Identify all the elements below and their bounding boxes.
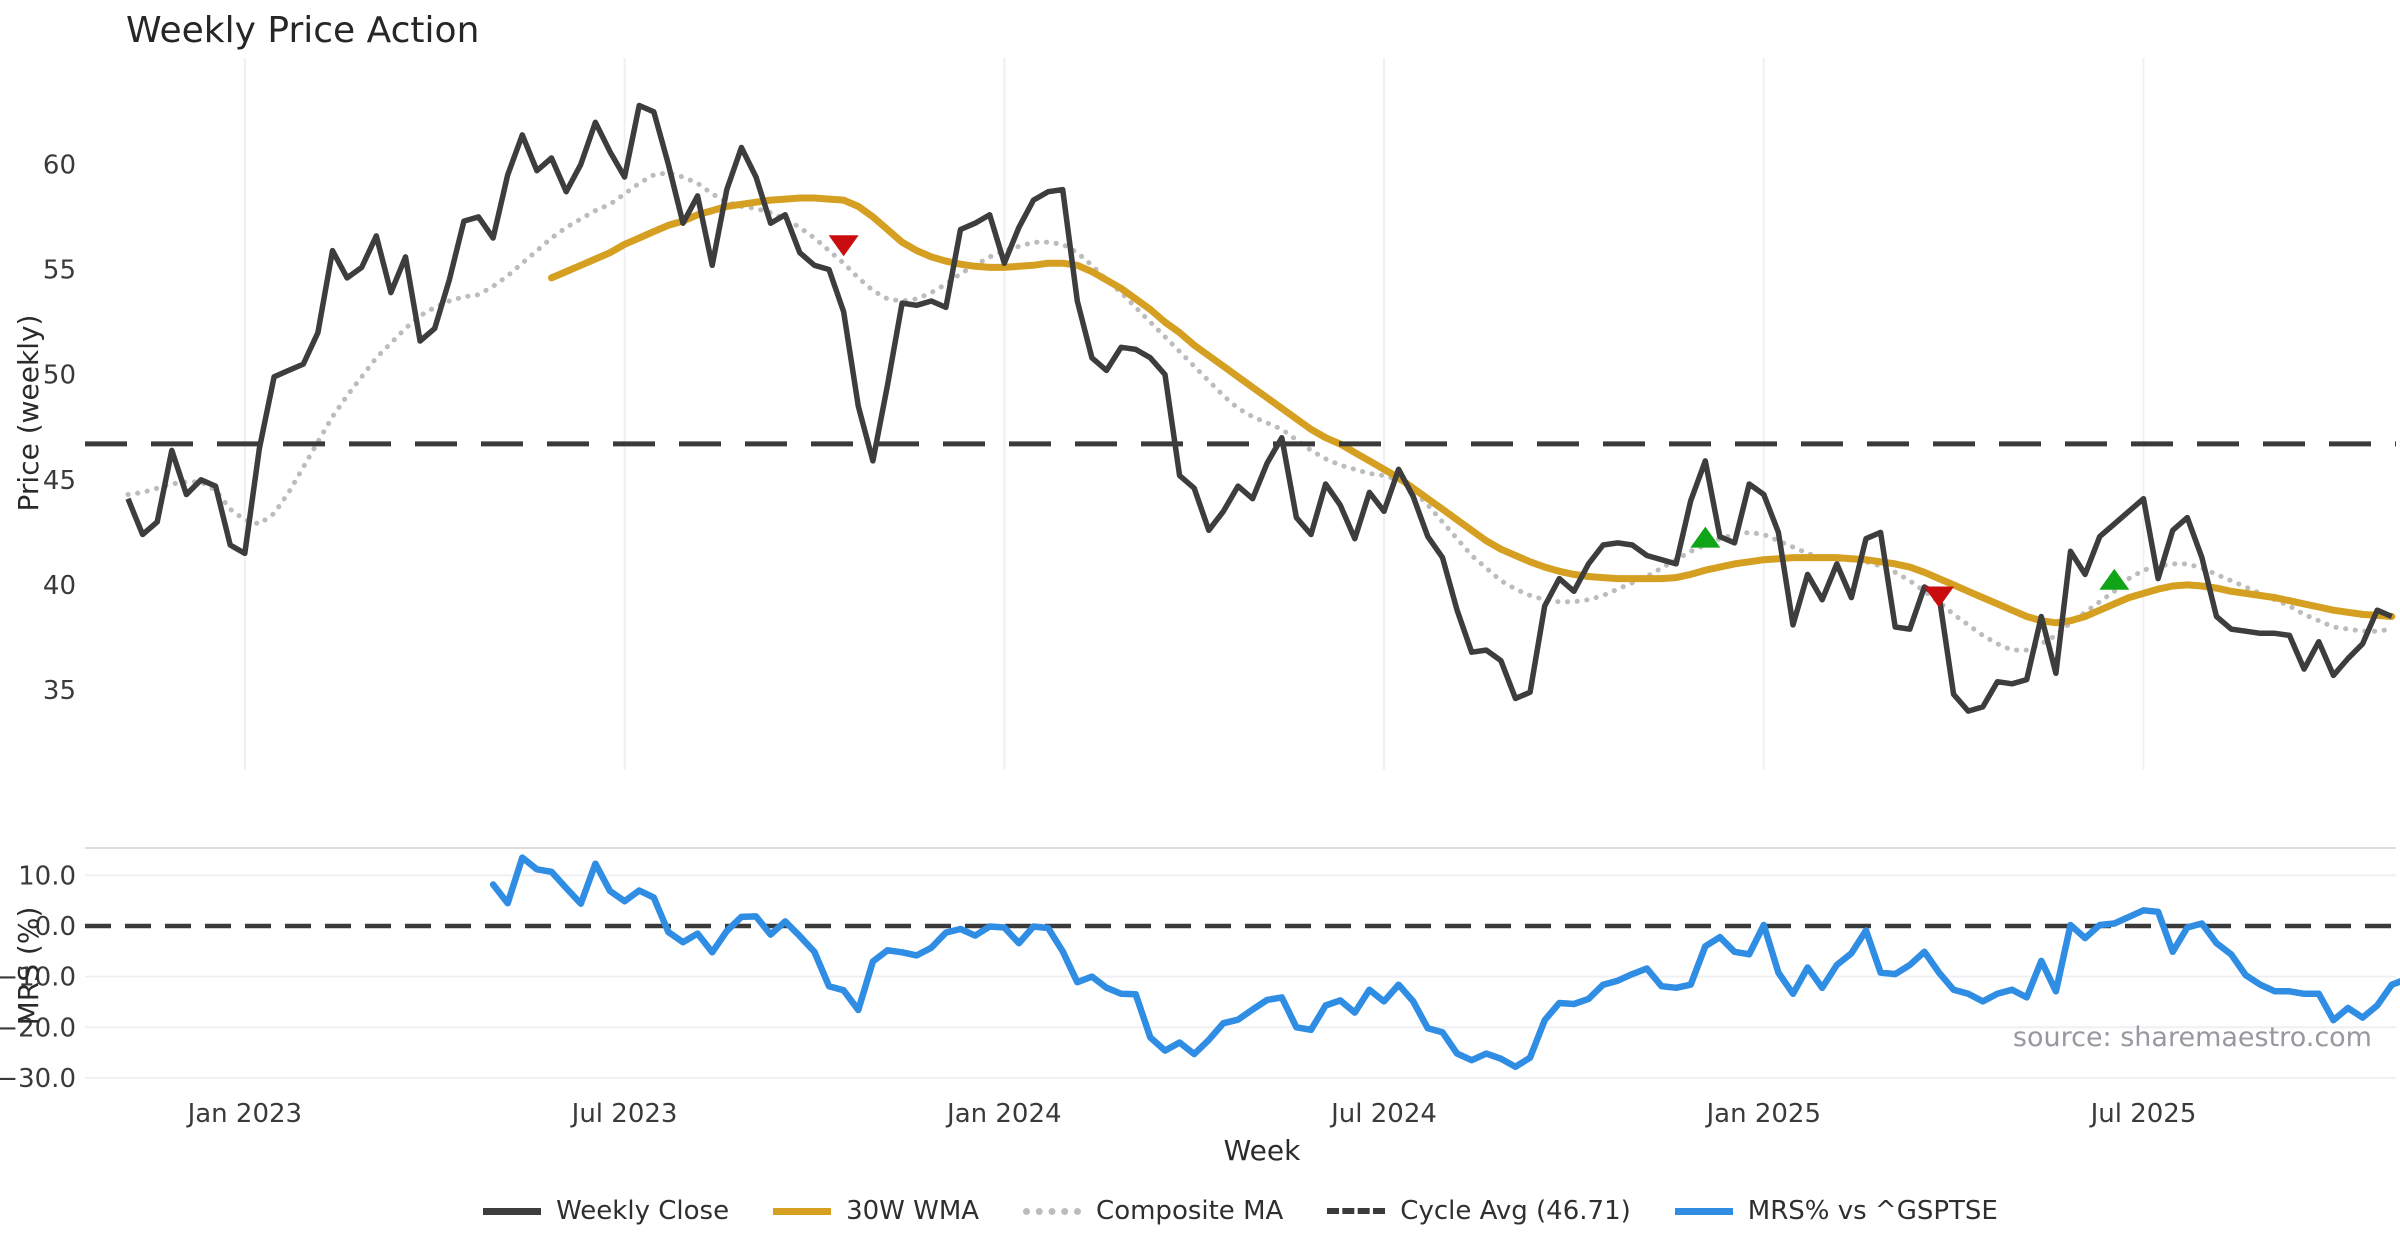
legend-item-mrs-vs-gsptse: MRS% vs ^GSPTSE [1674, 1196, 1998, 1226]
legend-label: Weekly Close [556, 1196, 730, 1226]
mrs-line [489, 854, 2400, 1071]
legend-swatch [773, 1207, 832, 1215]
price-ytick-label: 55 [43, 256, 76, 286]
buy-marker [2099, 568, 2130, 590]
legend-swatch [1327, 1208, 1386, 1214]
source-note: source: sharemaestro.com [2013, 1022, 2372, 1053]
mrs-ytick-label: −30.0 [0, 1064, 76, 1094]
x-tick-label: Jan 2023 [186, 1099, 303, 1129]
buy-sell-markers [828, 235, 2130, 608]
sell-marker [1924, 586, 1955, 608]
mrs-axis-label: MRS (%) [12, 907, 45, 1026]
price-ytick-label: 60 [43, 150, 76, 180]
legend-label: 30W WMA [846, 1196, 980, 1226]
legend-swatch [483, 1207, 542, 1215]
legend: Weekly Close 30W WMA Composite MA Cycle Avg… [85, 1196, 2396, 1226]
price-panel-series [85, 102, 2396, 714]
chart-title: Weekly Price Action [126, 10, 479, 51]
legend-swatch [1674, 1207, 1733, 1215]
buy-marker [1690, 526, 1721, 548]
legend-item-cycle-avg-46-71-: Cycle Avg (46.71) [1327, 1196, 1631, 1226]
legend-item-composite-ma: Composite MA [1023, 1196, 1283, 1226]
legend-swatch [1023, 1207, 1082, 1215]
mrs-ytick-label: 10.0 [18, 861, 76, 891]
legend-label: Composite MA [1096, 1196, 1284, 1226]
legend-item-30w-wma: 30W WMA [773, 1196, 979, 1226]
price-ytick-label: 50 [43, 361, 76, 391]
sell-marker [828, 235, 859, 257]
gridlines [85, 58, 2396, 1079]
composite-ma-line [125, 170, 2395, 653]
price-axis-label: Price (weekly) [12, 315, 45, 512]
x-axis-label: Week [1224, 1134, 1301, 1167]
axis-tick-labels: 35 40 45 50 55 60 10.0 0.0 −10.0 −20.0 −30.0 Jan 20… [0, 150, 2196, 1129]
price-ytick-label: 35 [43, 676, 76, 706]
mrs-panel-series [85, 854, 2400, 1071]
x-tick-label: Jul 2025 [2089, 1099, 2197, 1129]
x-tick-label: Jan 2025 [1705, 1099, 1822, 1129]
x-tick-label: Jul 2023 [570, 1099, 678, 1129]
mrs-ytick-label: −20.0 [0, 1013, 76, 1043]
mrs-ytick-label: −10.0 [0, 963, 76, 993]
legend-item-weekly-close: Weekly Close [483, 1196, 729, 1226]
weekly-close-line [125, 102, 2393, 714]
price-ytick-label: 45 [43, 466, 76, 496]
x-tick-label: Jul 2024 [1329, 1099, 1437, 1129]
legend-label: Cycle Avg (46.71) [1400, 1196, 1631, 1226]
legend-label: MRS% vs ^GSPTSE [1747, 1196, 1998, 1226]
price-ytick-label: 40 [43, 571, 76, 601]
mrs-ytick-label: 0.0 [35, 912, 76, 942]
wma-30w-line [548, 194, 2396, 627]
x-tick-label: Jan 2024 [945, 1099, 1062, 1129]
